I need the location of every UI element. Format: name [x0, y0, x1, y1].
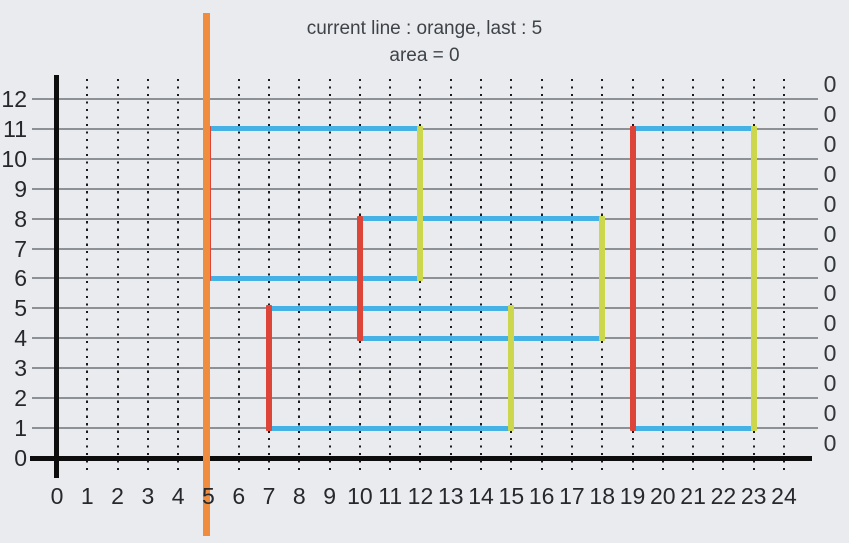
x-tick-label: 4 — [171, 483, 185, 509]
y-tick-label: 4 — [14, 325, 27, 352]
gridline-vertical-dotted — [449, 79, 452, 474]
chart-title: current line : orange, last : 5 area = 0 — [0, 15, 849, 69]
h-segment-blue — [206, 275, 423, 281]
strip-count-label: 0 — [823, 400, 837, 427]
gridline-horizontal — [32, 247, 818, 250]
strip-count-label: 0 — [823, 160, 837, 187]
x-tick-label: 7 — [262, 483, 276, 509]
strip-count-label: 0 — [823, 340, 837, 367]
gridline-horizontal — [32, 97, 818, 100]
y-tick-label: 2 — [14, 385, 27, 412]
gridline-horizontal — [32, 187, 818, 190]
x-tick-label: 19 — [619, 483, 646, 509]
y-tick-label: 7 — [14, 235, 27, 262]
y-tick-label: 12 — [1, 85, 27, 112]
x-tick-label: 23 — [740, 483, 767, 509]
h-segment-blue — [267, 425, 514, 431]
x-tick-label: 3 — [141, 483, 155, 509]
gridline-horizontal — [32, 127, 818, 130]
gridline-horizontal — [32, 157, 818, 160]
y-tick-label: 5 — [14, 295, 27, 322]
x-tick-label: 24 — [771, 483, 797, 509]
gridline-vertical-dotted — [480, 79, 483, 474]
x-tick-label: 8 — [292, 483, 306, 509]
x-tick-label: 17 — [559, 483, 585, 509]
gridline-vertical-dotted — [540, 79, 543, 474]
y-tick-label: 9 — [14, 175, 27, 202]
chart-title-line2: area = 0 — [389, 45, 460, 66]
h-segment-blue — [206, 126, 423, 132]
strip-count-label: 0 — [823, 100, 837, 127]
v-segment-red — [266, 305, 273, 432]
strip-count-label: 0 — [823, 370, 837, 397]
gridline-vertical-dotted — [782, 79, 785, 474]
x-tick-label: 1 — [80, 483, 94, 509]
y-tick-label: 3 — [14, 355, 27, 382]
strip-count-label: 0 — [823, 430, 837, 457]
chart-title-line1: current line : orange, last : 5 — [306, 18, 543, 39]
y-axis-line — [53, 75, 59, 478]
h-segment-blue — [630, 425, 756, 431]
x-axis-line — [30, 455, 812, 461]
x-tick-label: 9 — [323, 483, 336, 509]
v-segment-red — [356, 215, 363, 342]
y-tick-label: 6 — [14, 265, 27, 292]
h-segment-blue — [357, 216, 605, 222]
h-segment-blue — [267, 305, 514, 311]
gridline-vertical-dotted — [570, 79, 573, 474]
gridline-vertical-dotted — [86, 79, 89, 474]
v-segment-yellow — [508, 305, 515, 432]
h-segment-blue — [630, 126, 756, 132]
strip-count-label: 0 — [823, 220, 837, 247]
x-tick-label: 15 — [498, 483, 525, 509]
v-segment-red — [629, 125, 636, 432]
strip-count-label: 0 — [823, 250, 837, 277]
x-tick-label: 21 — [680, 483, 706, 509]
x-tick-label: 22 — [710, 483, 737, 509]
x-tick-label: 10 — [347, 483, 373, 509]
x-tick-label: 6 — [232, 483, 246, 509]
y-tick-label: 11 — [3, 115, 27, 142]
x-tick-label: 11 — [378, 483, 403, 509]
strip-count-label: 0 — [823, 310, 837, 337]
v-segment-yellow — [599, 215, 606, 342]
x-tick-label: 14 — [468, 483, 494, 509]
v-segment-yellow — [750, 125, 757, 432]
gridline-vertical-dotted — [661, 79, 664, 474]
gridline-vertical-dotted — [692, 79, 695, 474]
y-tick-label: 8 — [14, 205, 27, 232]
y-tick-label: 1 — [14, 415, 27, 442]
x-tick-label: 5 — [202, 483, 215, 509]
gridline-horizontal — [32, 367, 818, 370]
gridline-vertical-dotted — [177, 79, 180, 474]
x-tick-label: 13 — [437, 483, 464, 509]
x-tick-label: 12 — [407, 483, 434, 509]
x-tick-label: 0 — [50, 483, 64, 509]
gridline-vertical-dotted — [146, 79, 149, 474]
h-segment-blue — [357, 335, 605, 341]
gridline-vertical-dotted — [116, 79, 119, 474]
gridline-vertical-dotted — [722, 79, 725, 474]
strip-count-label: 0 — [823, 190, 837, 217]
gridline-horizontal — [32, 277, 818, 280]
x-tick-label: 2 — [111, 483, 124, 509]
strip-count-label: 0 — [823, 71, 837, 97]
sweep-line-orange — [202, 13, 210, 536]
y-tick-label: 0 — [14, 445, 27, 471]
strip-count-label: 0 — [823, 280, 837, 307]
strip-count-label: 0 — [823, 130, 837, 157]
x-tick-label: 16 — [528, 483, 555, 509]
v-segment-yellow — [417, 125, 424, 282]
gridline-vertical-dotted — [510, 79, 513, 474]
x-tick-label: 18 — [589, 483, 616, 509]
gridline-horizontal — [32, 397, 818, 400]
y-tick-label: 10 — [1, 145, 27, 172]
x-tick-label: 20 — [650, 483, 676, 509]
